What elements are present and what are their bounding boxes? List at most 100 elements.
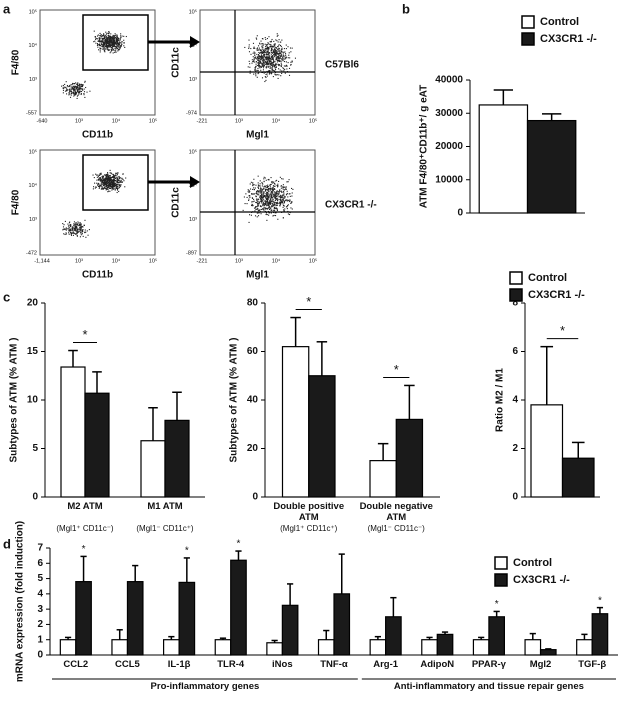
flow-dot	[111, 38, 113, 40]
panel-label: a	[3, 1, 11, 16]
flow-dot	[79, 91, 81, 93]
flow-dot	[277, 193, 279, 195]
flow-dot	[116, 183, 119, 185]
flow-dot	[256, 216, 258, 218]
flow-dot	[109, 184, 111, 186]
flow-dot	[270, 61, 272, 63]
flow-dot	[263, 178, 265, 180]
flow-dot	[253, 200, 255, 202]
flow-dot	[261, 200, 263, 202]
flow-dot	[264, 200, 266, 202]
flow-dot	[115, 50, 117, 52]
flow-dot	[267, 207, 269, 209]
flow-dot	[103, 43, 105, 45]
flow-dot	[289, 195, 291, 197]
flow-dot	[275, 198, 277, 200]
flow-dot	[275, 180, 277, 182]
flow-dot	[267, 47, 269, 49]
flow-dot	[276, 197, 278, 199]
flow-y-label: CD11c	[171, 47, 182, 78]
flow-dot	[290, 61, 292, 63]
flow-dot	[291, 60, 293, 62]
flow-dot	[291, 208, 293, 210]
flow-dot	[266, 51, 268, 53]
flow-dot	[105, 44, 107, 46]
flow-dot	[262, 60, 264, 62]
flow-dot	[106, 182, 108, 184]
flow-dot	[264, 200, 266, 202]
flow-dot	[254, 215, 257, 217]
flow-dot	[287, 62, 289, 64]
flow-dot	[275, 194, 277, 196]
flow-dot	[281, 49, 283, 51]
flow-dot	[261, 52, 263, 54]
flow-dot	[247, 189, 249, 191]
flow-dot	[94, 36, 96, 38]
flow-dot	[86, 91, 88, 93]
flow-dot	[104, 174, 106, 176]
flow-y-tick: 10⁵	[189, 8, 197, 15]
flow-y-tick: -472	[26, 250, 37, 256]
flow-dot	[280, 75, 282, 77]
flow-dot	[266, 63, 268, 65]
flow-dot	[113, 43, 115, 45]
flow-dot	[112, 180, 114, 182]
flow-dot	[116, 44, 118, 46]
flow-dot	[260, 54, 263, 56]
flow-dot	[267, 53, 269, 55]
flow-dot	[70, 90, 73, 92]
flow-dot	[253, 187, 255, 189]
flow-dot	[80, 85, 83, 88]
flow-dot	[287, 199, 289, 201]
flow-dot	[264, 207, 267, 209]
flow-dot	[125, 35, 127, 38]
flow-dot	[102, 46, 104, 48]
flow-dot	[271, 51, 273, 53]
flow-dot	[115, 184, 117, 186]
flow-dot	[106, 174, 108, 176]
flow-dot	[265, 197, 267, 199]
x-tick-label-box: M1 ATM	[147, 501, 182, 512]
flow-dot	[111, 40, 113, 42]
flow-dot	[262, 67, 265, 69]
flow-dot	[114, 180, 116, 182]
flow-dot	[113, 44, 115, 46]
flow-dot	[257, 49, 260, 51]
flow-dot	[281, 72, 283, 75]
flow-dot	[103, 50, 105, 52]
flow-dot	[115, 182, 117, 184]
flow-dot	[72, 92, 74, 95]
flow-dot	[111, 39, 113, 41]
flow-dot	[116, 191, 118, 194]
flow-dot	[109, 175, 111, 177]
flow-dot	[109, 44, 111, 46]
flow-dot	[272, 62, 274, 64]
flow-dot	[102, 37, 105, 39]
flow-dot	[272, 209, 274, 211]
flow-dot	[76, 83, 78, 85]
flow-dot	[252, 188, 254, 190]
flow-dot	[69, 221, 71, 223]
flow-dot	[102, 183, 104, 186]
flow-dot	[274, 64, 276, 67]
flow-dot	[280, 50, 283, 52]
flow-dot	[263, 194, 265, 196]
flow-dot	[80, 225, 82, 227]
flow-dot	[274, 43, 276, 45]
legend-swatch	[521, 32, 535, 46]
flow-dot	[282, 67, 284, 69]
flow-dot	[80, 88, 82, 90]
flow-dot	[100, 36, 102, 38]
flow-y-tick: 10³	[189, 217, 197, 223]
flow-dot	[78, 229, 80, 231]
flow-dot	[99, 184, 102, 186]
flow-dot	[286, 190, 288, 192]
flow-dot	[285, 57, 287, 59]
flow-dot	[119, 40, 121, 42]
flow-dot	[260, 192, 262, 194]
flow-dot	[96, 35, 99, 37]
flow-dot	[118, 185, 120, 187]
flow-dot	[103, 178, 105, 180]
flow-dot	[266, 188, 268, 191]
flow-dot	[110, 176, 112, 178]
